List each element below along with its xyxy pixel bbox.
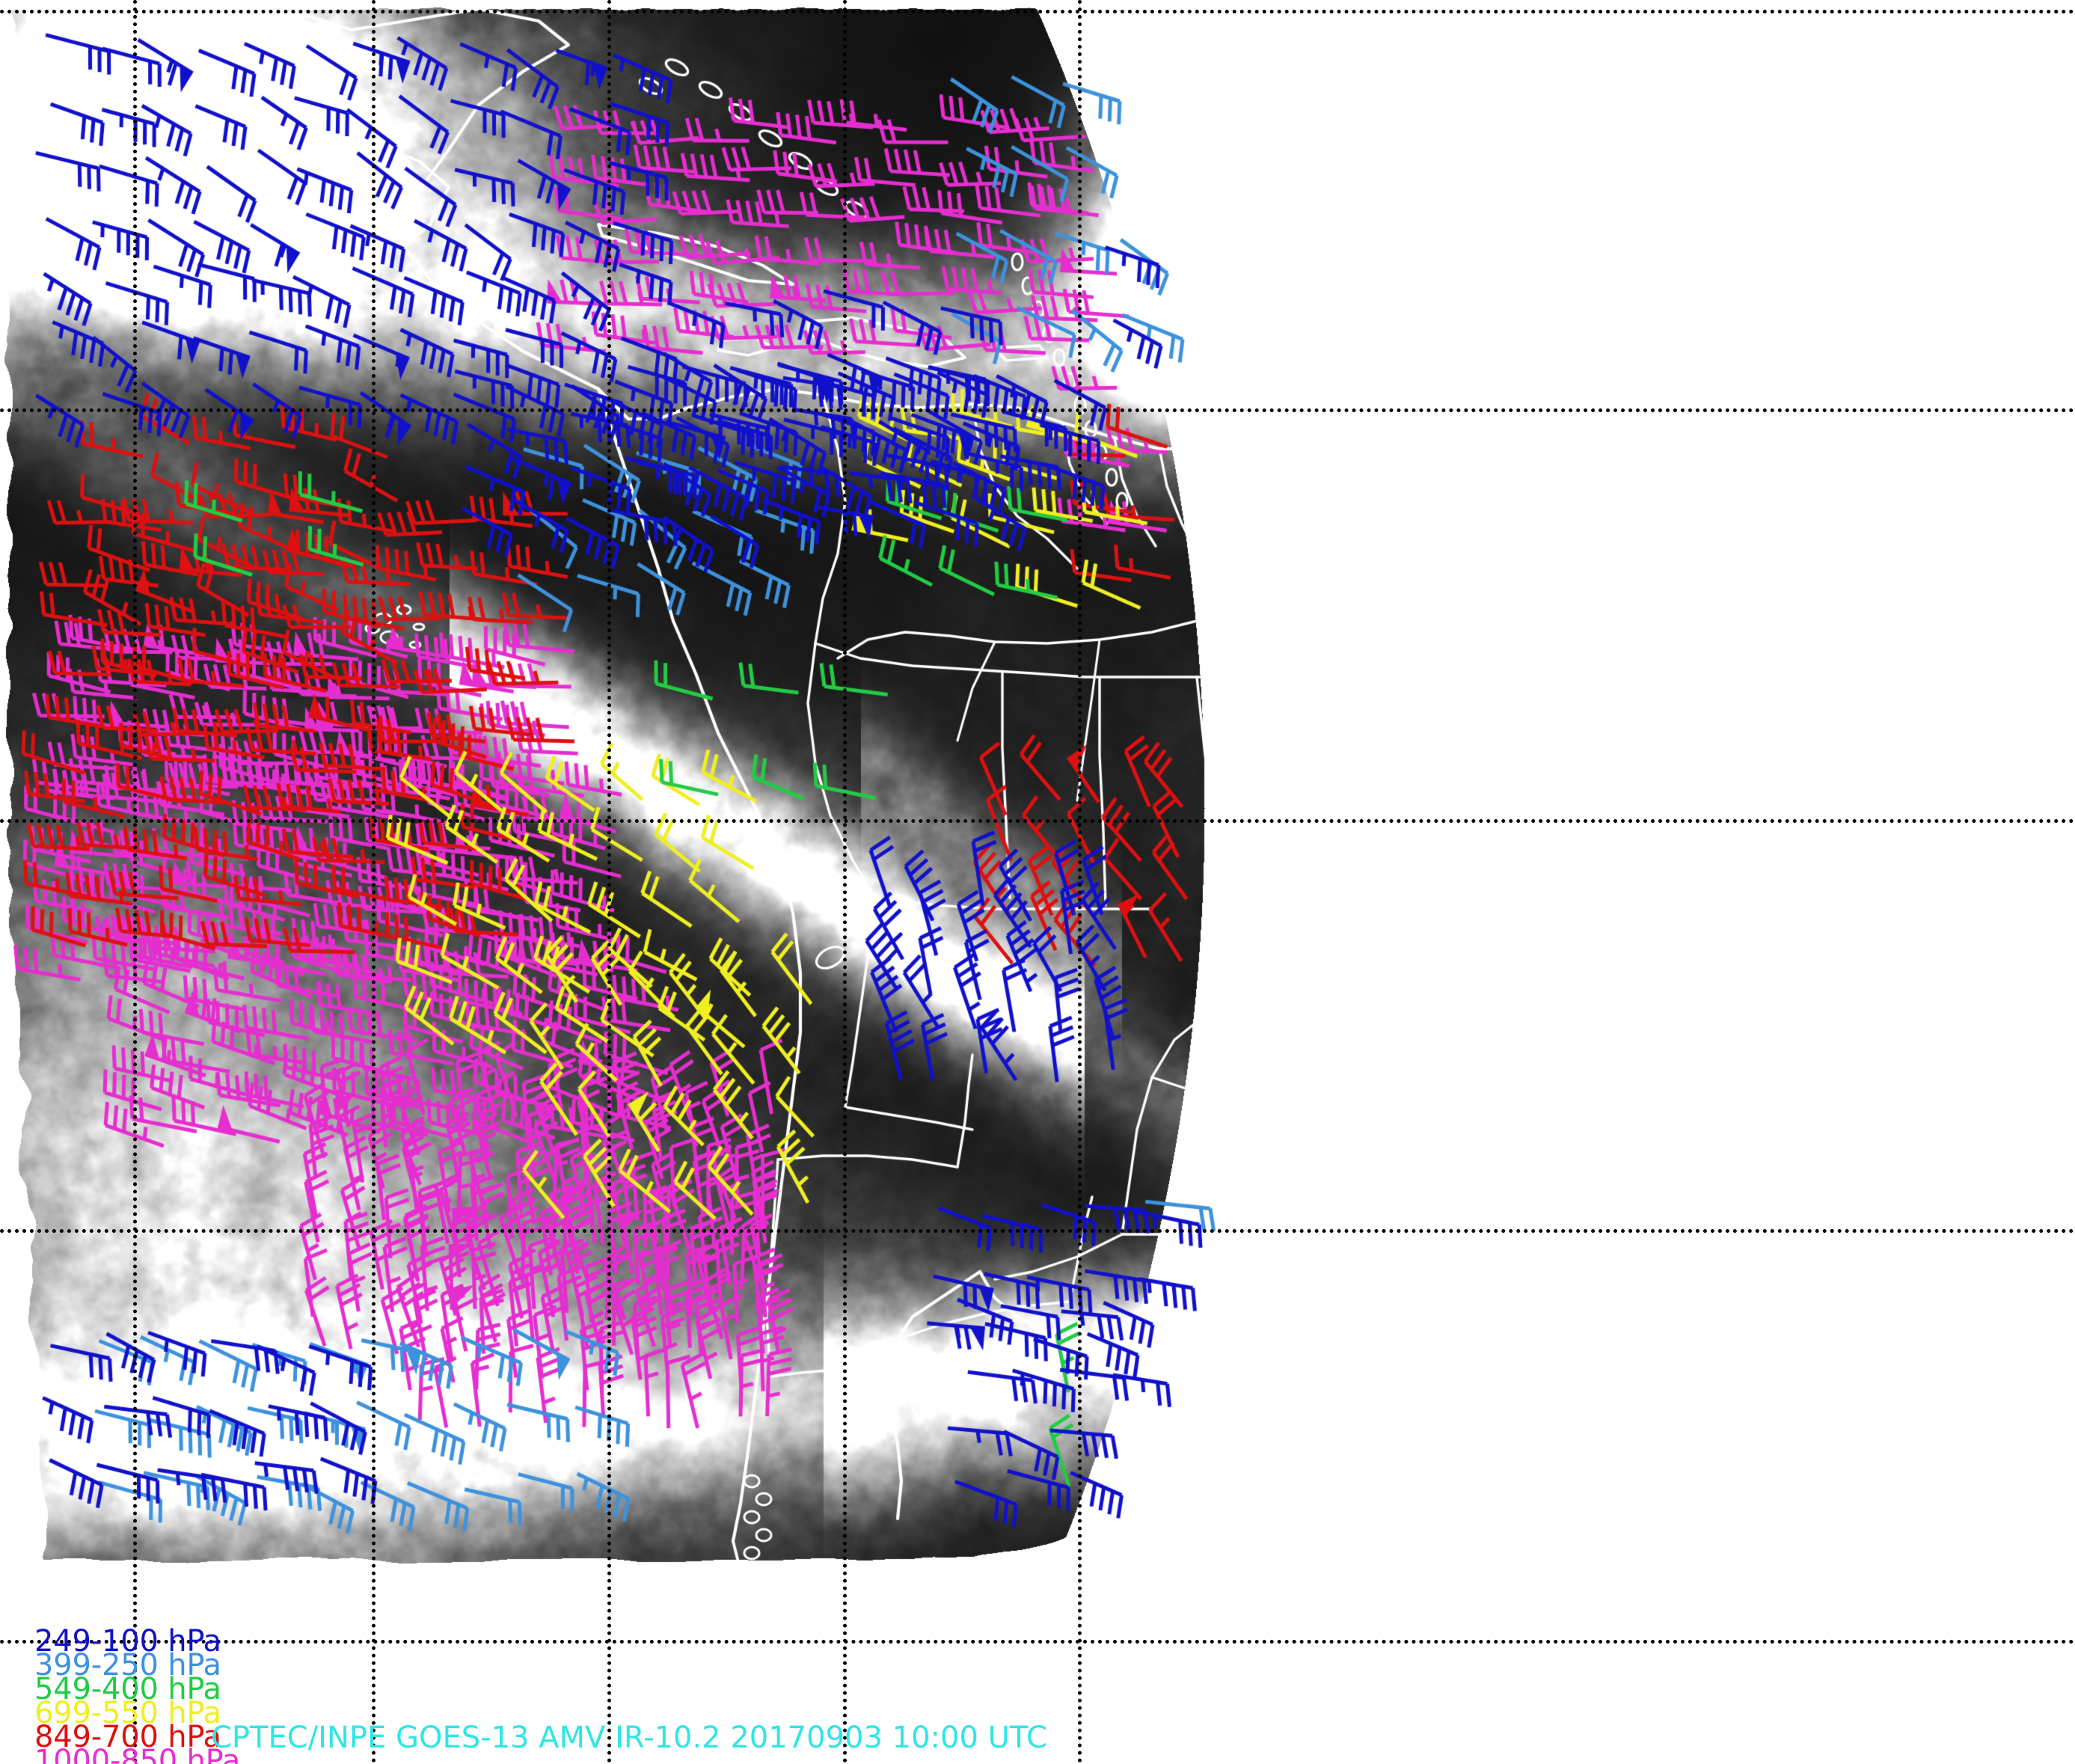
legend-item-2: 549-400 hPa — [34, 1674, 240, 1704]
legend-label-3: 699-550 hPa — [34, 1696, 221, 1730]
gridline-vertical-3 — [843, 0, 847, 1764]
gridline-horizontal-3 — [0, 1229, 2075, 1233]
gridline-horizontal-4 — [0, 1640, 2075, 1644]
gridline-vertical-4 — [1078, 0, 1082, 1764]
product-caption: CPTEC/INPE GOES-13 AMV IR-10.2 20170903 … — [211, 1721, 1047, 1755]
legend-item-5: 1000-850 hPa — [34, 1746, 240, 1764]
gridline-vertical-2 — [607, 0, 611, 1764]
legend-label-4: 849-700 hPa — [34, 1720, 221, 1754]
pressure-level-legend: 249-100 hPa 399-250 hPa 549-400 hPa 699-… — [34, 1626, 240, 1764]
legend-label-2: 549-400 hPa — [34, 1672, 221, 1706]
legend-label-0: 249-100 hPa — [34, 1624, 221, 1659]
legend-item-4: 849-700 hPa — [34, 1722, 240, 1752]
gridline-horizontal-1 — [0, 408, 2075, 412]
legend-item-0: 249-100 hPa — [34, 1626, 240, 1656]
legend-item-1: 399-250 hPa — [34, 1650, 240, 1680]
gridline-horizontal-2 — [0, 819, 2075, 823]
legend-label-1: 399-250 hPa — [34, 1648, 221, 1682]
gridline-vertical-0 — [133, 0, 137, 1764]
gridline-vertical-1 — [372, 0, 376, 1764]
gridline-horizontal-0 — [0, 10, 2075, 13]
legend-label-5: 1000-850 hPa — [34, 1744, 241, 1764]
legend-item-3: 699-550 hPa — [34, 1698, 240, 1728]
